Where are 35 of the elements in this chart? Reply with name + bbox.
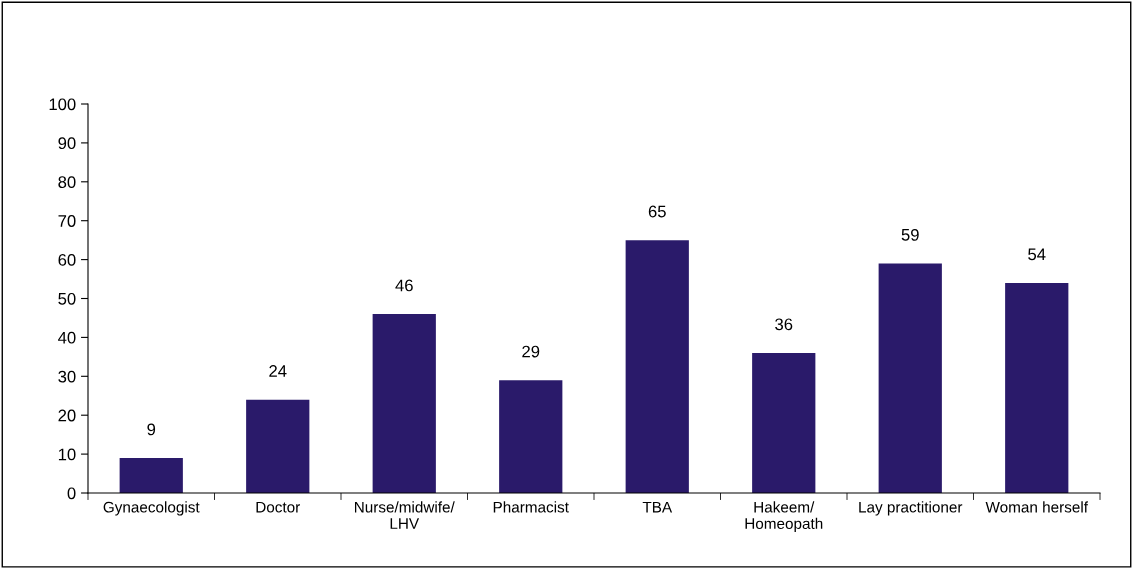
y-tick-label: 30 <box>58 370 76 383</box>
y-tick-label: 60 <box>58 254 76 266</box>
bar <box>246 399 310 493</box>
y-tick-label: 20 <box>58 409 76 422</box>
data-label: 65 <box>648 205 666 218</box>
x-tick-label: Hakeem/ Homeopath <box>745 501 823 533</box>
data-label: 54 <box>1028 248 1046 261</box>
y-tick-label: 90 <box>58 137 76 150</box>
data-label: 9 <box>147 423 156 436</box>
bar <box>499 380 563 493</box>
x-tick-label: Nurse/midwife/ LHV <box>354 501 455 529</box>
data-label: 36 <box>775 318 793 331</box>
y-tick-label: 0 <box>67 487 76 500</box>
x-tick-label: Lay practitioner <box>859 501 963 516</box>
y-tick-label: 70 <box>58 215 76 227</box>
bar <box>625 240 689 493</box>
x-tick-label: Doctor <box>256 501 300 513</box>
bar <box>752 352 816 493</box>
y-tick-label: 10 <box>58 448 76 461</box>
bar <box>372 314 436 493</box>
x-tick-label: Woman herself <box>985 501 1089 513</box>
y-tick-label: 40 <box>58 331 76 344</box>
bar <box>878 263 942 493</box>
data-label: 59 <box>901 228 919 241</box>
y-tick-label: 80 <box>58 176 76 188</box>
data-label: 29 <box>522 345 540 358</box>
y-tick-label: 50 <box>58 292 76 305</box>
x-tick-label: Gynaecologist <box>103 501 200 516</box>
data-label: 24 <box>269 365 287 377</box>
data-label: 46 <box>395 279 413 292</box>
x-tick-label: TBA <box>642 501 673 513</box>
y-tick-label: 100 <box>49 98 76 111</box>
x-tick-label: Pharmacist <box>493 501 569 513</box>
bar <box>119 457 183 493</box>
bar <box>1005 282 1069 493</box>
